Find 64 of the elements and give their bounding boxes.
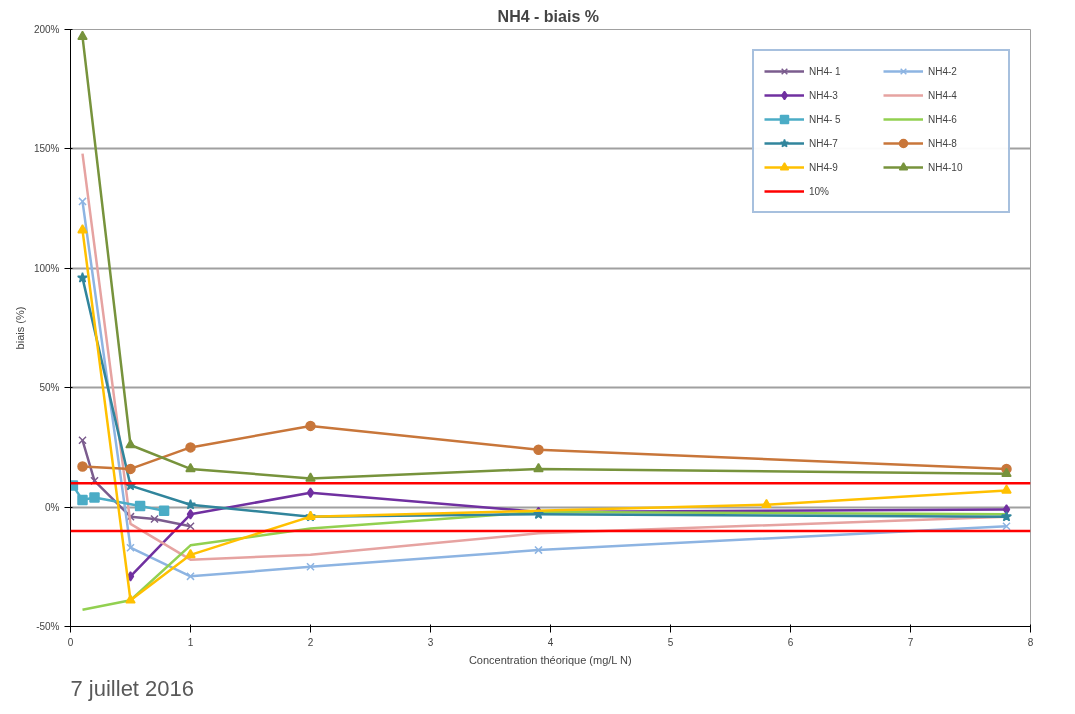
point (1001, 467, 1012, 478)
y-tick-label: 0% (45, 501, 60, 513)
point (533, 462, 544, 473)
legend-label: NH4-9 (809, 161, 839, 173)
legend-label: NH4-10 (928, 161, 964, 173)
legend-label: NH4-8 (928, 137, 958, 149)
x-tick-label: 7 (907, 636, 914, 648)
point (125, 594, 136, 604)
text: 7 juillet 2016 (70, 675, 195, 701)
point (134, 500, 146, 512)
x-tick-label: 4 (547, 636, 554, 648)
legend-label: NH4-3 (809, 89, 839, 101)
x-tick-label: 6 (787, 636, 794, 648)
y-tick-label: 50% (39, 382, 60, 394)
point (90, 476, 99, 486)
x-tick-label: 3 (427, 636, 434, 648)
legend-label: NH4-7 (809, 137, 839, 149)
point (125, 439, 136, 449)
point (126, 543, 135, 552)
y-axis-title: biais (%) (13, 306, 26, 350)
point (186, 509, 195, 520)
point (78, 197, 87, 206)
point (77, 461, 88, 472)
point (1001, 484, 1012, 494)
point (77, 30, 88, 41)
point (305, 420, 316, 432)
point (306, 562, 315, 572)
point (533, 444, 544, 456)
x-axis-title: Concentration théorique (mg/L N) (468, 653, 632, 666)
legend-label: NH4- 5 (809, 113, 842, 125)
x-tick-label: 1 (187, 636, 194, 648)
point (125, 463, 136, 475)
chart-title: NH4 - biais % (497, 7, 599, 25)
x-tick-label: 5 (667, 636, 674, 648)
point (1000, 510, 1013, 522)
legend-label: 10% (809, 185, 830, 197)
point (1002, 521, 1011, 531)
y-tick-label: 200% (33, 24, 60, 35)
point (761, 498, 772, 509)
y-tick-label: 100% (33, 262, 60, 274)
y-tick-label: -50% (36, 621, 60, 632)
point (534, 545, 543, 555)
point (185, 442, 196, 453)
legend-label: NH4-2 (928, 65, 958, 77)
point (306, 487, 315, 499)
point (77, 494, 88, 506)
point (89, 492, 100, 503)
legend-label: NH4-6 (928, 113, 958, 125)
x-tick-label: 2 (307, 636, 314, 648)
point (305, 472, 316, 482)
x-tick-label: 0 (67, 636, 74, 648)
point (185, 462, 196, 473)
point (158, 505, 170, 516)
point (150, 514, 159, 524)
legend-label: NH4- 1 (809, 65, 842, 77)
point (77, 224, 88, 234)
point (78, 435, 87, 445)
legend-label: NH4-4 (928, 89, 958, 101)
point (186, 521, 195, 531)
point (184, 498, 197, 510)
point (186, 572, 195, 581)
x-tick-label: 8 (1027, 636, 1034, 648)
y-tick-label: 150% (33, 143, 60, 155)
point (185, 548, 196, 559)
